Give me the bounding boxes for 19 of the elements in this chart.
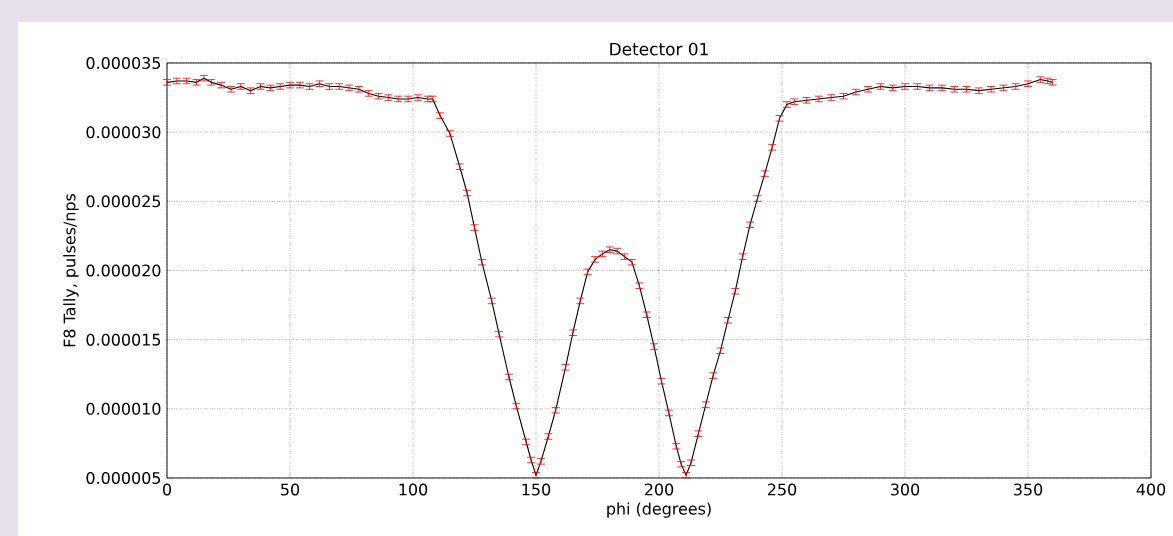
x-tick-label: 100 (399, 483, 428, 496)
y-tick-label: 0.000035 (86, 56, 161, 70)
chart-title: Detector 01 (610, 42, 708, 56)
y-tick-label: 0.000010 (86, 402, 161, 415)
x-tick-label: 150 (522, 483, 551, 496)
x-tick-label: 200 (644, 483, 674, 496)
x-tick-label: 300 (891, 483, 920, 496)
x-axis-title: phi (degrees) (607, 502, 711, 518)
x-tick-label: 50 (281, 483, 300, 496)
x-tick-label: 250 (767, 483, 797, 496)
y-tick-label: 0.000030 (86, 126, 161, 139)
y-tick-label: 0.000020 (86, 264, 161, 277)
x-tick-label: 350 (1014, 483, 1043, 496)
y-axis-title: F8 Tally, pulses/nps (63, 193, 79, 347)
x-tick-label: 400 (1136, 483, 1166, 496)
y-tick-label: 0.000015 (86, 333, 161, 346)
y-tick-label: 0.000005 (86, 471, 161, 485)
x-tick-label: 0 (162, 483, 172, 496)
y-tick-label: 0.000025 (86, 195, 161, 208)
